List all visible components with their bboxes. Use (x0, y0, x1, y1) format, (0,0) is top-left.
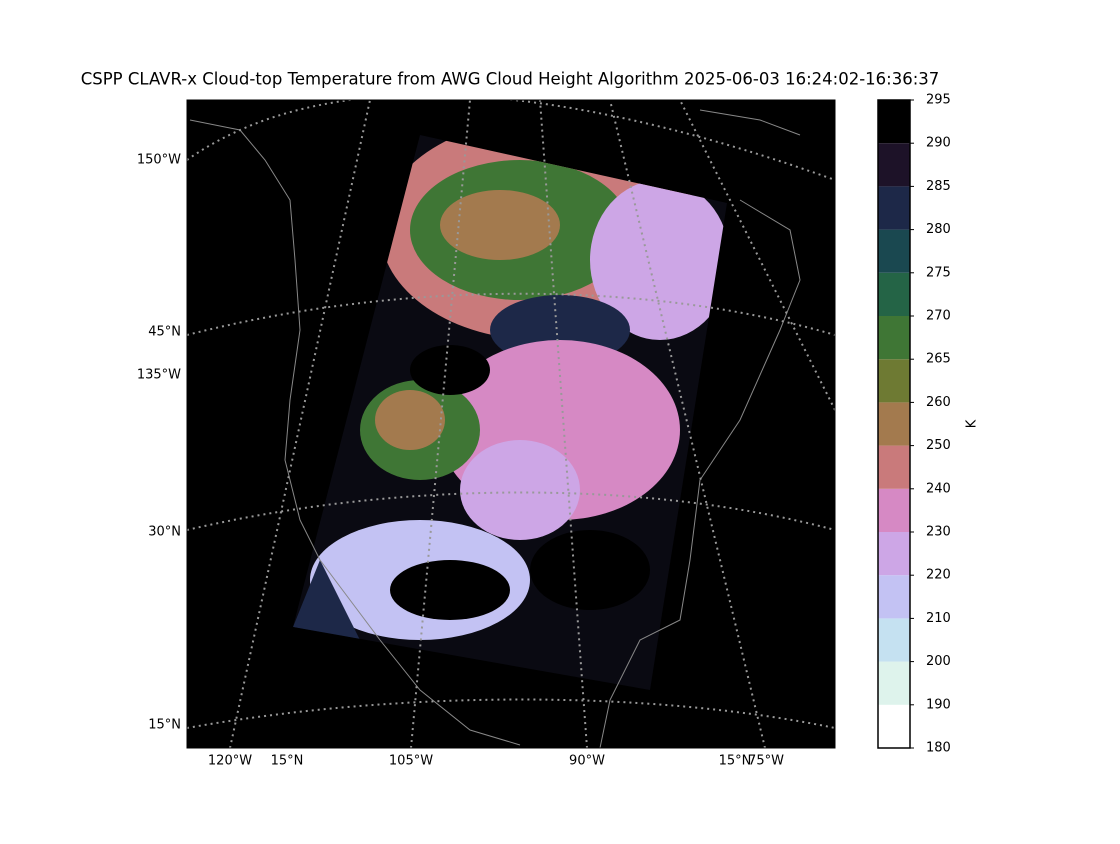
lat-lon-label: 30°N (148, 525, 181, 540)
colorbar-tick-label: 180 (926, 741, 951, 756)
colorbar-segment (878, 272, 910, 316)
colorbar-tick-label: 200 (926, 654, 951, 669)
lat-lon-label: 120°W (208, 754, 252, 769)
colorbar-segment (878, 316, 910, 360)
map-title: CSPP CLAVR-x Cloud-top Temperature from … (81, 70, 940, 89)
colorbar-tick-label: 290 (926, 136, 951, 151)
colorbar-segment (878, 229, 910, 273)
colorbar-segment (878, 186, 910, 230)
lat-lon-label: 105°W (389, 754, 433, 769)
colorbar-segment (878, 143, 910, 187)
lat-lon-label: 45°N (148, 325, 181, 340)
colorbar-segment (878, 575, 910, 619)
colorbar-segment (878, 704, 910, 748)
colorbar-tick-label: 280 (926, 222, 951, 237)
coastlines (189, 109, 801, 748)
lat-lon-label: 75°W (748, 754, 784, 769)
lat-lon-label: 150°W (137, 153, 181, 168)
colorbar-segment (878, 445, 910, 489)
map-frame (186, 99, 836, 749)
colorbar-tick-label: 250 (926, 438, 951, 453)
colorbar-tick-label: 210 (926, 611, 951, 626)
graticule-labels: 150°W 45°N 135°W 30°N 15°N 120°W 15°N 105°W 90°W… (137, 153, 784, 769)
colorbar-label: K (965, 419, 980, 428)
colorbar-segment (878, 402, 910, 446)
colorbar-tick-label: 220 (926, 568, 951, 583)
colorbar: 180 190 200 210 220 230 240 250 260 265 270 275 280 2… (877, 93, 980, 756)
lat-lon-label: 135°W (137, 368, 181, 383)
colorbar-tick-label: 285 (926, 179, 951, 194)
colorbar-tick-label: 270 (926, 309, 951, 324)
colorbar-segment (878, 661, 910, 705)
graticule (187, 100, 835, 748)
colorbar-segment (878, 488, 910, 532)
colorbar-tick-label: 240 (926, 481, 951, 496)
colorbar-segment (878, 532, 910, 576)
lat-lon-label: 15°N (148, 718, 181, 733)
colorbar-segment (878, 100, 910, 144)
colorbar-tick-label: 265 (926, 352, 951, 367)
colorbar-tick-label: 190 (926, 697, 951, 712)
colorbar-tick-label: 275 (926, 265, 951, 280)
colorbar-segment (878, 359, 910, 403)
colorbar-tick-label: 230 (926, 525, 951, 540)
colorbar-segment (878, 618, 910, 662)
colorbar-frame (877, 99, 911, 749)
lat-lon-label: 15°N (271, 754, 304, 769)
map-area (187, 100, 835, 748)
colorbar-tick-label: 295 (926, 93, 951, 108)
colorbar-tick-label: 260 (926, 395, 951, 410)
lat-lon-label: 15°N (719, 754, 752, 769)
lat-lon-label: 90°W (569, 754, 605, 769)
